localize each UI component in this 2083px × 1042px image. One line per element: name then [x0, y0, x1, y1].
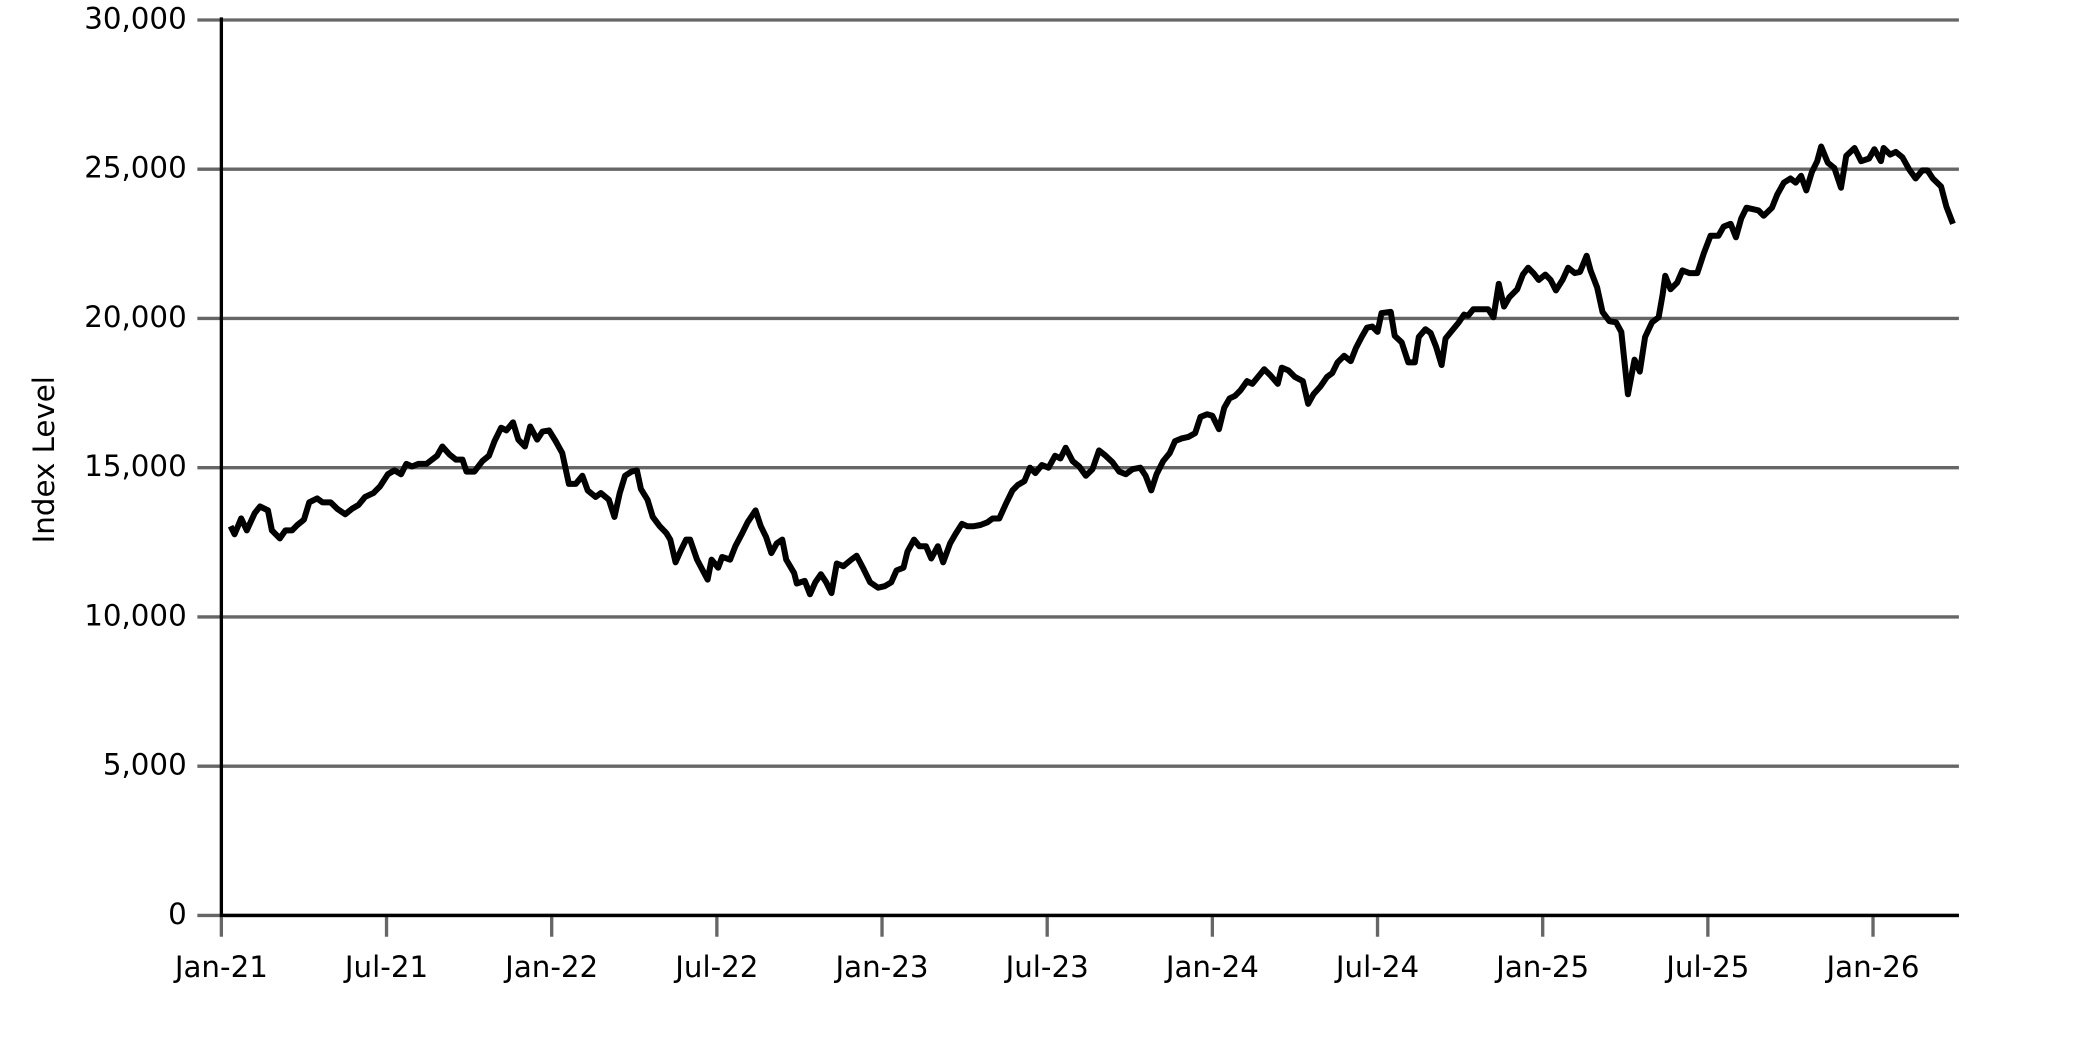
x-tick-label: Jul-24 [1334, 950, 1419, 984]
x-tick-label: Jul-25 [1664, 950, 1749, 984]
y-tick-label: 15,000 [84, 449, 187, 483]
x-tick-label: Jan-22 [503, 950, 598, 984]
x-tick-label: Jan-21 [173, 950, 268, 984]
x-tick-label: Jul-23 [1004, 950, 1089, 984]
y-axis-label: Index Level [27, 376, 61, 543]
x-tick-label: Jan-23 [834, 950, 929, 984]
x-tick-label: Jan-26 [1825, 950, 1920, 984]
x-tick-label: Jul-21 [343, 950, 428, 984]
y-tick-label: 30,000 [84, 1, 187, 35]
x-tick-label: Jan-25 [1494, 950, 1589, 984]
y-tick-label: 10,000 [84, 598, 187, 632]
y-tick-label: 5,000 [103, 748, 187, 782]
data-line [227, 143, 1956, 598]
x-tick-label: Jul-22 [673, 950, 758, 984]
x-tick-label: Jan-24 [1164, 950, 1259, 984]
y-tick-label: 0 [168, 897, 187, 931]
y-tick-label: 20,000 [84, 300, 187, 334]
y-tick-label: 25,000 [84, 151, 187, 185]
